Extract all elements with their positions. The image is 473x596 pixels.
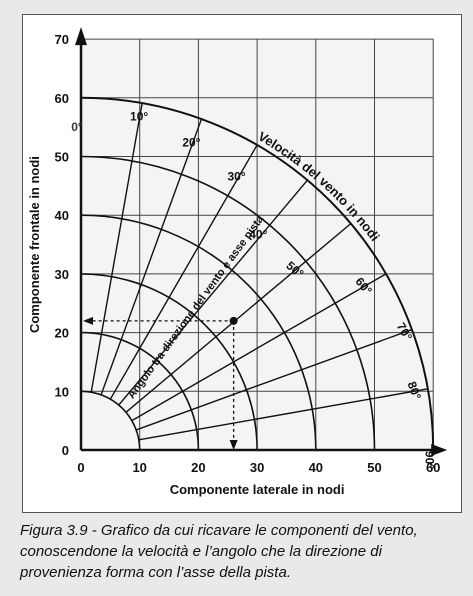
angle-label: 10° xyxy=(130,109,148,123)
x-axis-arrow-icon xyxy=(431,444,448,456)
angle-ray xyxy=(131,273,387,422)
speed-arc xyxy=(80,390,141,451)
y-axis-title: Componente frontale in nodi xyxy=(27,156,42,333)
x-tick-label: 0 xyxy=(77,460,84,475)
angle-label: 80° xyxy=(405,380,424,402)
y-tick-label: 60 xyxy=(55,91,69,106)
x-tick-label: 30 xyxy=(250,460,264,475)
speed-arc xyxy=(80,331,200,451)
speed-arc xyxy=(80,214,317,451)
y-tick-label: 40 xyxy=(55,208,69,223)
x-tick-label: 60 xyxy=(426,460,440,475)
x-tick-label: 10 xyxy=(132,460,146,475)
angle-ray xyxy=(90,103,143,393)
angle-label: 20° xyxy=(182,136,200,150)
angle-label: 0° xyxy=(71,120,83,134)
angle-label: 30° xyxy=(227,170,245,184)
arrow-left-icon xyxy=(83,316,93,325)
y-tick-label: 70 xyxy=(55,32,69,47)
y-tick-label: 20 xyxy=(55,326,69,341)
angle-ray xyxy=(138,388,428,441)
wind-component-chart: 0 10 20 30 40 50 60 0 10 20 30 40 50 60 70 0° 10° 20° 30° 4… xyxy=(27,27,448,497)
speed-arc xyxy=(80,155,376,451)
y-tick-label: 0 xyxy=(62,443,69,458)
x-axis-title: Componente laterale in nodi xyxy=(170,482,345,497)
angle-ray xyxy=(125,223,352,413)
y-tick-label: 10 xyxy=(55,384,69,399)
angle-ray xyxy=(100,118,203,396)
x-tick-label: 40 xyxy=(309,460,323,475)
speed-arc xyxy=(80,273,258,451)
y-axis-arrow-icon xyxy=(75,27,87,46)
figure-caption: Figura 3.9 - Grafico da cui ricavare le … xyxy=(20,522,418,581)
angle-ray xyxy=(118,179,308,406)
figure-frame: 0 10 20 30 40 50 60 0 10 20 30 40 50 60 70 0° 10° 20° 30° 4… xyxy=(22,14,462,513)
angle-label: 90° xyxy=(423,451,437,469)
speed-arc xyxy=(80,96,435,451)
angle-ray xyxy=(135,328,413,431)
y-tick-label: 30 xyxy=(55,267,69,282)
arrow-down-icon xyxy=(229,440,238,450)
x-tick-label: 20 xyxy=(191,460,205,475)
y-tick-label: 50 xyxy=(55,150,69,165)
x-tick-label: 50 xyxy=(367,460,381,475)
angle-label: 40° xyxy=(249,228,267,242)
angle-ray xyxy=(109,144,258,400)
